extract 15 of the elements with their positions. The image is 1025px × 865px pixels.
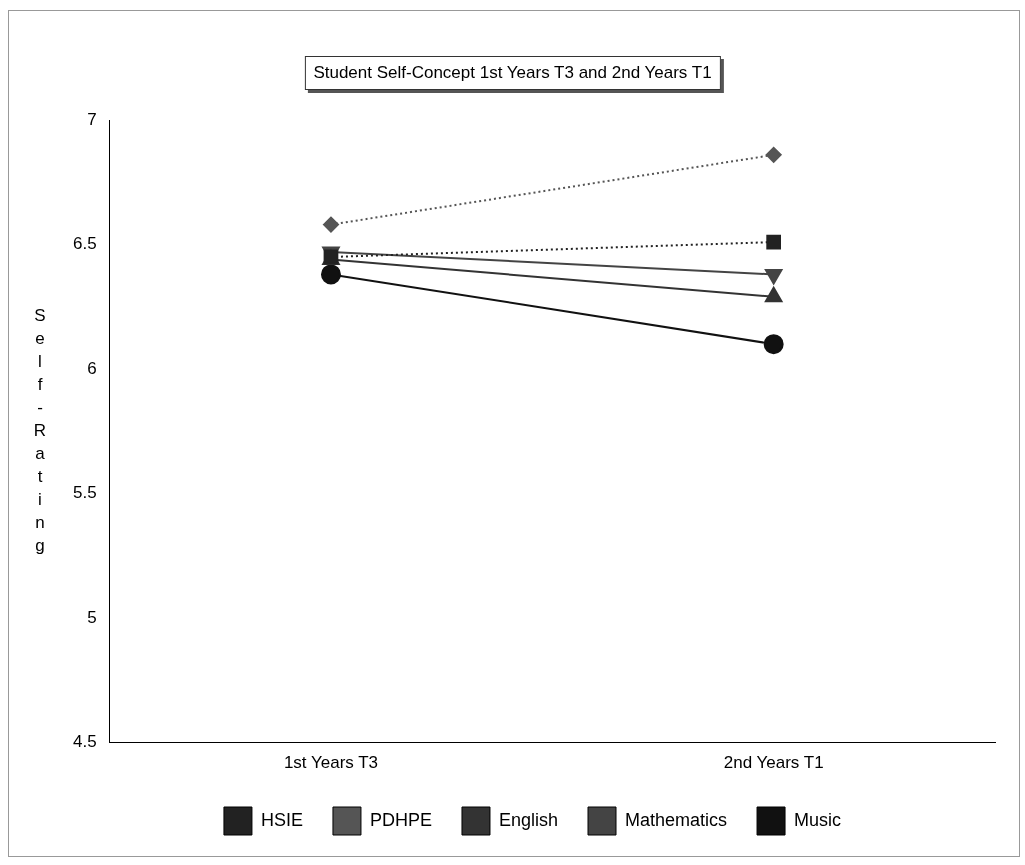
legend-label: Music (794, 809, 842, 830)
chart-title: Student Self-Concept 1st Years T3 and 2nd Years T1 (304, 56, 721, 90)
legend-label: PDHPE (369, 809, 432, 830)
text: Self-Rating (33, 305, 47, 555)
legend-label: Mathematics (625, 809, 728, 830)
legend-label: English (498, 809, 559, 830)
x-tick-label: 1st Years T3 (283, 753, 379, 773)
x-tick-label: 2nd Years T1 (723, 753, 824, 773)
legend-label: HSIE (260, 809, 303, 830)
y-tick-label: 5 (87, 607, 97, 627)
y-tick-label: 7 (87, 109, 97, 129)
y-tick-label: 4.5 (72, 732, 97, 752)
y-tick-label: 6 (87, 358, 97, 378)
y-tick-label: 6.5 (72, 234, 97, 254)
y-tick-label: 5.5 (72, 483, 97, 503)
